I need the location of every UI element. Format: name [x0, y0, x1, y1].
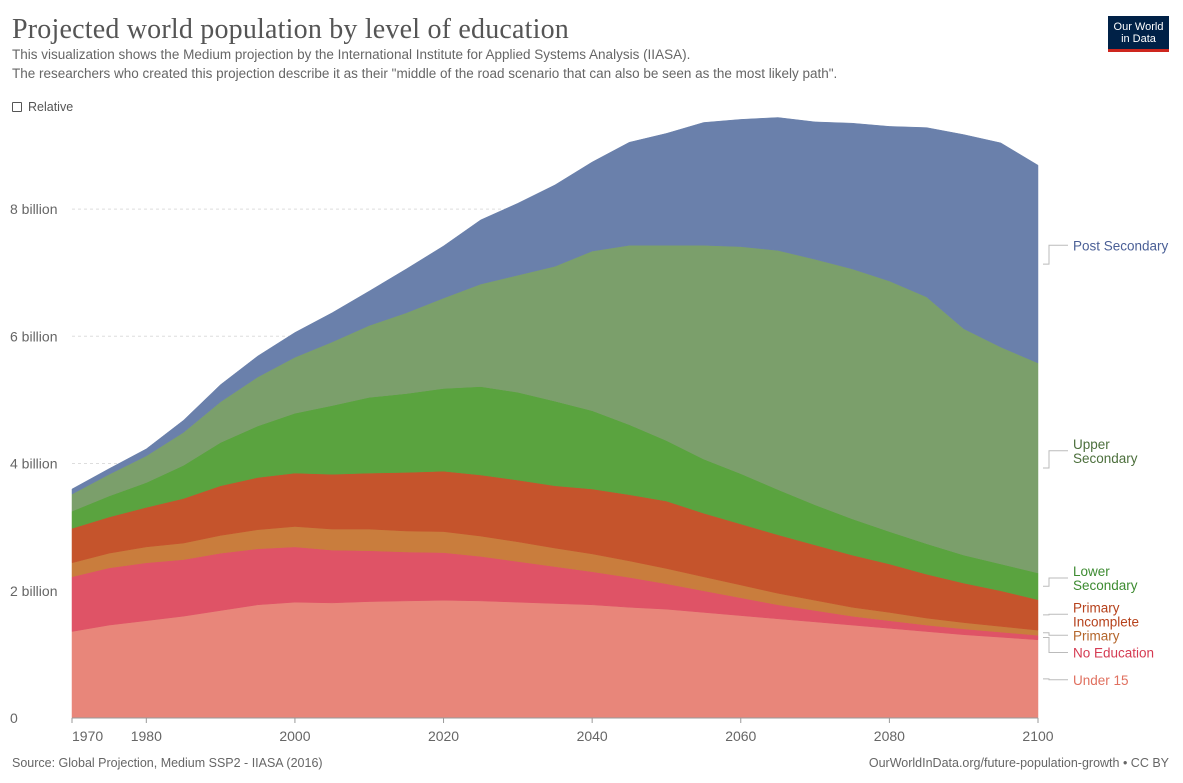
x-tick-label: 2080 — [874, 728, 905, 744]
series-label[interactable]: No Education — [1073, 645, 1154, 660]
logo-line-1: Our World — [1113, 21, 1164, 33]
y-tick-label: 0 — [10, 710, 18, 726]
series-label-connector — [1043, 678, 1068, 681]
x-tick-label: 2100 — [1022, 728, 1053, 744]
series-label[interactable]: Primary — [1073, 628, 1120, 643]
series-label[interactable]: Secondary — [1073, 578, 1138, 593]
axis-layer: 0 2 billion 4 billion 6 billion 8 billion 197… — [10, 201, 1054, 744]
area-layer — [71, 117, 1039, 719]
series-label-connector — [1043, 244, 1068, 265]
series-label[interactable]: Lower — [1073, 564, 1110, 579]
relative-toggle-label: Relative — [28, 100, 74, 114]
x-tick-label: 1970 — [72, 728, 103, 744]
x-tick-label: 2020 — [428, 728, 459, 744]
series-label[interactable]: Under 15 — [1073, 673, 1129, 688]
x-tick-label: 1980 — [131, 728, 162, 744]
y-tick-label: 2 billion — [10, 583, 57, 599]
y-tick-label: 4 billion — [10, 456, 57, 472]
x-tick-label: 2000 — [279, 728, 310, 744]
series-area-post-secondary[interactable] — [71, 117, 1039, 495]
logo-line-2: in Data — [1121, 33, 1156, 45]
x-tick-label: 2060 — [725, 728, 756, 744]
series-label[interactable]: Incomplete — [1073, 614, 1139, 629]
y-tick-label: 8 billion — [10, 201, 57, 217]
series-label-layer: Under 15 No Education Primary PrimaryIncomp… — [1043, 238, 1169, 688]
series-label[interactable]: Upper — [1073, 437, 1110, 452]
source-note[interactable]: Source: Global Projection, Medium SSP2 -… — [12, 756, 323, 770]
series-label-connector — [1043, 450, 1068, 469]
relative-toggle[interactable]: Relative — [12, 100, 73, 114]
series-label[interactable]: Secondary — [1073, 451, 1138, 466]
chart-title: Projected world population by level of e… — [12, 14, 570, 45]
series-label-connector — [1043, 632, 1068, 636]
series-label-connector — [1043, 637, 1068, 653]
series-label-connector — [1043, 577, 1068, 587]
y-tick-label: 6 billion — [10, 328, 57, 344]
series-label-connector — [1043, 613, 1068, 616]
chart-subtitle-line-1: This visualization shows the Medium proj… — [12, 47, 691, 62]
series-label[interactable]: Primary — [1073, 600, 1120, 615]
our-world-in-data-logo[interactable]: Our World in Data — [1108, 16, 1169, 52]
x-tick-label: 2040 — [577, 728, 608, 744]
chart-subtitle-line-2: The researchers who created this project… — [12, 66, 838, 81]
series-label[interactable]: Post Secondary — [1073, 238, 1169, 253]
credit-link[interactable]: OurWorldInData.org/future-population-gro… — [868, 756, 1169, 770]
relative-checkbox[interactable] — [12, 102, 22, 112]
